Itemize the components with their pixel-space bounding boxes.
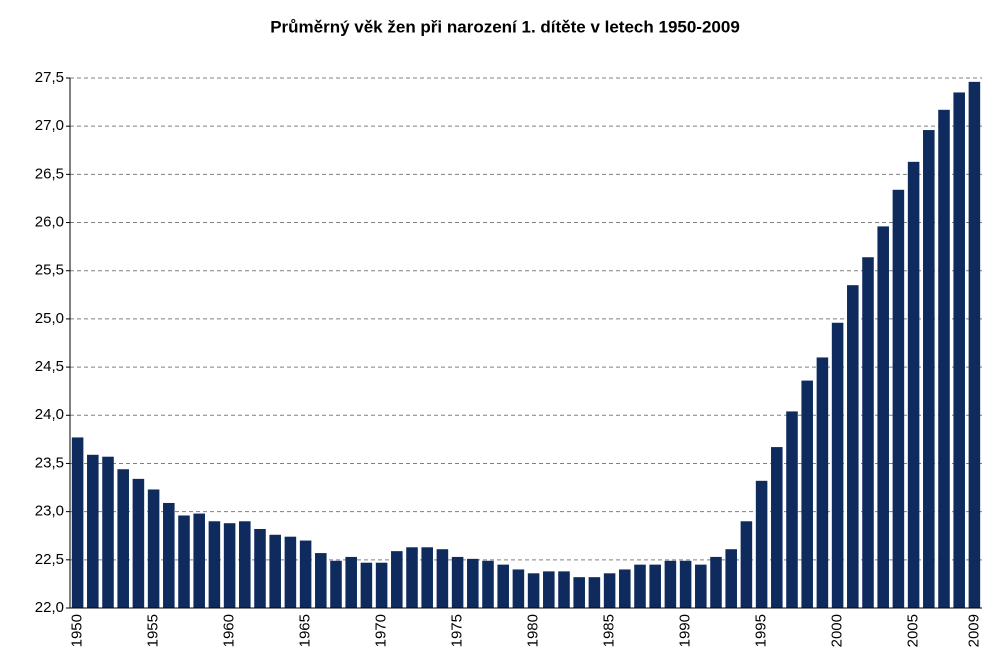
bar <box>953 92 965 609</box>
bar <box>755 480 768 608</box>
bar <box>315 553 327 608</box>
bar <box>786 411 798 608</box>
bar <box>254 528 266 608</box>
bar <box>725 549 737 608</box>
y-tick-label: 27,5 <box>35 69 64 86</box>
y-tick-label: 23,5 <box>35 454 64 471</box>
bar <box>102 456 114 608</box>
bar <box>330 560 342 608</box>
bar <box>299 540 312 608</box>
x-tick-label: 1990 <box>677 614 694 647</box>
bar <box>649 564 661 608</box>
x-tick-label: 1995 <box>753 614 770 647</box>
bar <box>907 161 920 608</box>
x-tick-label: 1985 <box>601 614 618 647</box>
x-tick-label: 1960 <box>221 614 238 647</box>
bar <box>847 285 859 608</box>
bar <box>391 551 403 608</box>
bar <box>406 547 418 608</box>
bar <box>147 489 160 608</box>
x-tick-label: 2009 <box>965 614 982 647</box>
bar <box>239 521 251 608</box>
x-tick-label: 1975 <box>449 614 466 647</box>
bar <box>573 577 585 608</box>
y-tick-label: 25,0 <box>35 310 64 327</box>
bar <box>482 560 494 608</box>
bar <box>345 556 357 608</box>
bar <box>710 556 722 608</box>
bar <box>527 573 540 608</box>
x-tick-label: 1965 <box>297 614 314 647</box>
x-tick-label: 1970 <box>373 614 390 647</box>
y-tick-label: 22,5 <box>35 551 64 568</box>
bar <box>223 523 236 608</box>
bar <box>588 577 601 608</box>
x-tick-label: 1955 <box>145 614 162 647</box>
bar <box>451 556 464 608</box>
bar <box>923 130 935 608</box>
bar <box>877 226 889 608</box>
bar <box>436 549 449 608</box>
x-tick-label: 2000 <box>829 614 846 647</box>
x-tick-label: 2005 <box>905 614 922 647</box>
bar <box>558 571 570 608</box>
chart-title: Průměrný věk žen při narození 1. dítěte … <box>270 17 740 36</box>
bar <box>178 515 190 608</box>
bar <box>543 571 555 608</box>
bar <box>87 454 99 608</box>
y-tick-label: 24,5 <box>35 358 64 375</box>
bar <box>968 81 981 608</box>
bar <box>603 573 616 608</box>
bar <box>132 478 145 608</box>
bar <box>512 569 525 608</box>
bar <box>695 564 707 608</box>
y-tick-label: 22,0 <box>35 599 64 616</box>
x-tick-label: 1980 <box>525 614 542 647</box>
bar <box>816 357 829 608</box>
y-tick-label: 24,0 <box>35 406 64 423</box>
bar <box>831 322 844 608</box>
bar <box>269 534 281 608</box>
bar <box>163 502 175 608</box>
y-tick-label: 26,5 <box>35 165 64 182</box>
bar <box>634 564 646 608</box>
bar <box>71 437 84 608</box>
bar <box>771 447 783 608</box>
x-tick-label: 1950 <box>69 614 86 647</box>
bar <box>497 564 509 608</box>
bar <box>862 257 874 608</box>
bar <box>208 521 221 608</box>
bar <box>938 109 950 609</box>
y-tick-label: 27,0 <box>35 117 64 134</box>
bar <box>619 569 631 608</box>
bar <box>117 469 129 608</box>
bar <box>740 521 753 608</box>
y-tick-label: 25,5 <box>35 262 64 279</box>
bar <box>193 513 205 608</box>
bar <box>375 562 388 608</box>
bar <box>284 536 297 608</box>
bar <box>892 189 905 609</box>
bar <box>664 560 677 608</box>
bar <box>679 560 692 608</box>
bar <box>467 558 479 608</box>
bar <box>801 380 813 608</box>
y-tick-label: 23,0 <box>35 503 64 520</box>
y-tick-label: 26,0 <box>35 214 64 231</box>
bar <box>421 547 433 608</box>
bar <box>360 562 373 608</box>
